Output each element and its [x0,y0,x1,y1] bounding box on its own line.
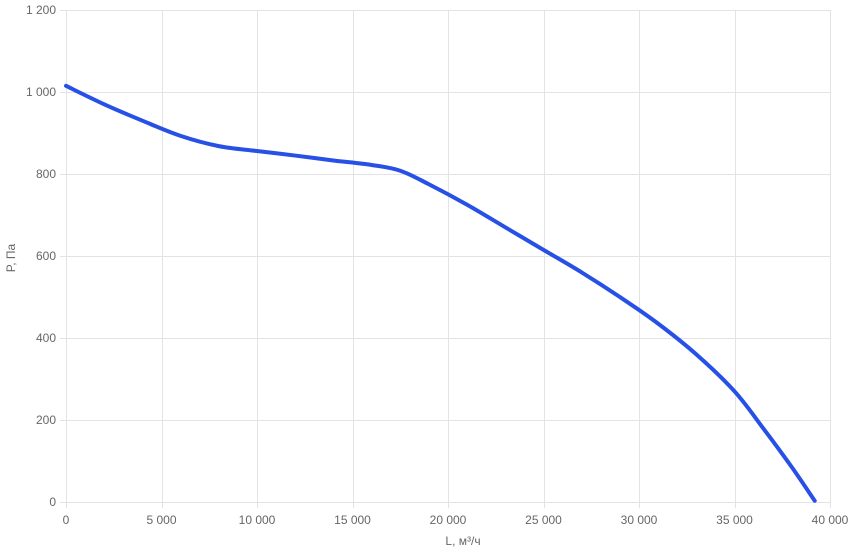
tick-labels: 0 5 000 10 000 15 000 20 000 25 000 30 000 35 0… [26,3,849,527]
y-tick-label: 1 200 [26,3,56,17]
x-tick-label: 10 000 [239,513,276,527]
x-tick-label: 25 000 [525,513,562,527]
series-line-0 [64,83,817,503]
y-axis-title: P, Па [4,243,18,272]
x-axis-title: L, м³/ч [445,534,480,548]
series-group [64,83,817,503]
x-tick-label: 30 000 [621,513,658,527]
y-tick-label: 1 000 [26,85,56,99]
y-tick-label: 0 [49,495,56,509]
x-tick-label: 5 000 [146,513,176,527]
x-tick-label: 0 [63,513,70,527]
y-tick-label: 200 [36,413,56,427]
y-tick-label: 400 [36,331,56,345]
grid [60,10,831,508]
x-tick-label: 35 000 [716,513,753,527]
x-tick-label: 20 000 [430,513,467,527]
x-tick-label: 40 000 [812,513,849,527]
x-tick-label: 15 000 [334,513,371,527]
y-tick-label: 600 [36,249,56,263]
y-tick-label: 800 [36,167,56,181]
